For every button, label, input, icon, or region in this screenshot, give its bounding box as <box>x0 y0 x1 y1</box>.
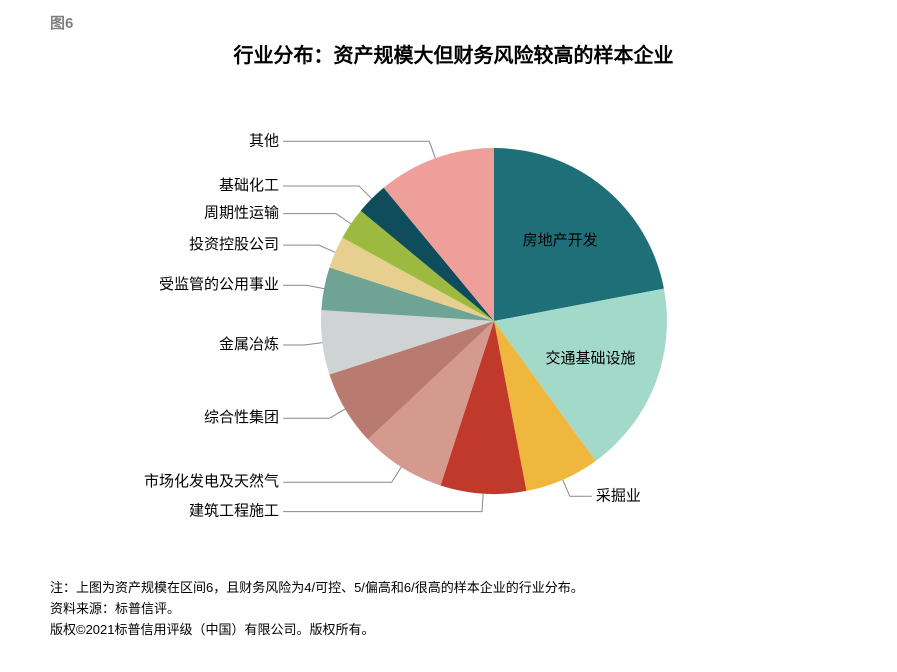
slice-label: 投资控股公司 <box>188 236 278 253</box>
slice-label: 建筑工程施工 <box>188 503 278 520</box>
slice-label: 房地产开发 <box>522 232 597 249</box>
leader-line <box>283 141 435 158</box>
leader-line <box>283 245 335 252</box>
pie-chart: 房地产开发交通基础设施采掘业 其他基础化工周期性运输投资控股公司受监管的公用事业金… <box>54 76 854 566</box>
slice-label: 周期性运输 <box>203 205 278 222</box>
leader-line <box>562 480 591 497</box>
slice-label: 其他 <box>248 132 278 149</box>
leader-line <box>283 343 322 345</box>
leader-line <box>283 494 483 512</box>
note-line: 资料来源：标普信评。 <box>50 599 857 620</box>
slice-label: 市场化发电及天然气 <box>143 473 278 490</box>
chart-title: 行业分布：资产规模大但财务风险较高的样本企业 <box>50 39 857 68</box>
leader-line <box>283 285 324 288</box>
slice-label: 金属冶炼 <box>218 336 278 353</box>
slice-label: 基础化工 <box>218 177 278 194</box>
slice-label: 交通基础设施 <box>545 349 635 367</box>
note-line: 版权©2021标普信用评级（中国）有限公司。版权所有。 <box>50 620 857 641</box>
figure-label: 图6 <box>50 12 857 33</box>
note-line: 注：上图为资产规模在区间6，且财务风险为4/可控、5/偏高和6/很高的样本企业的… <box>50 578 857 599</box>
slice-label: 综合性集团 <box>203 409 278 426</box>
footnotes: 注：上图为资产规模在区间6，且财务风险为4/可控、5/偏高和6/很高的样本企业的… <box>50 578 857 640</box>
slice-label: 采掘业 <box>595 487 640 504</box>
slice-label: 受监管的公用事业 <box>158 276 278 293</box>
leader-line <box>283 467 401 482</box>
leader-line <box>283 409 345 418</box>
leader-line <box>283 214 351 224</box>
leader-line <box>283 186 372 199</box>
